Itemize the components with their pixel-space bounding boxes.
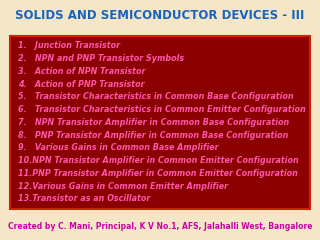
Text: 2.   NPN and PNP Transistor Symbols: 2. NPN and PNP Transistor Symbols [18,54,184,63]
Text: 3.   Action of NPN Transistor: 3. Action of NPN Transistor [18,67,145,76]
Text: 4.   Action of PNP Transistor: 4. Action of PNP Transistor [18,80,144,89]
Text: 8.   PNP Transistor Amplifier in Common Base Configuration: 8. PNP Transistor Amplifier in Common Ba… [18,131,288,140]
Text: 9.   Various Gains in Common Base Amplifier: 9. Various Gains in Common Base Amplifie… [18,143,218,152]
Text: 11.PNP Transistor Amplifier in Common Emitter Configuration: 11.PNP Transistor Amplifier in Common Em… [18,169,298,178]
Text: 6.   Transistor Characteristics in Common Emitter Configuration: 6. Transistor Characteristics in Common … [18,105,305,114]
Text: 5.   Transistor Characteristics in Common Base Configuration: 5. Transistor Characteristics in Common … [18,92,293,102]
Text: 12.Various Gains in Common Emitter Amplifier: 12.Various Gains in Common Emitter Ampli… [18,182,228,191]
FancyBboxPatch shape [10,36,310,209]
Text: 7.   NPN Transistor Amplifier in Common Base Configuration: 7. NPN Transistor Amplifier in Common Ba… [18,118,289,127]
Text: 1.   Junction Transistor: 1. Junction Transistor [18,42,120,50]
Text: 13.Transistor as an Oscillator: 13.Transistor as an Oscillator [18,194,150,203]
Text: Created by C. Mani, Principal, K V No.1, AFS, Jalahalli West, Bangalore: Created by C. Mani, Principal, K V No.1,… [8,222,312,231]
Text: 10.NPN Transistor Amplifier in Common Emitter Configuration: 10.NPN Transistor Amplifier in Common Em… [18,156,298,165]
Text: SOLIDS AND SEMICONDUCTOR DEVICES - III: SOLIDS AND SEMICONDUCTOR DEVICES - III [15,9,305,22]
